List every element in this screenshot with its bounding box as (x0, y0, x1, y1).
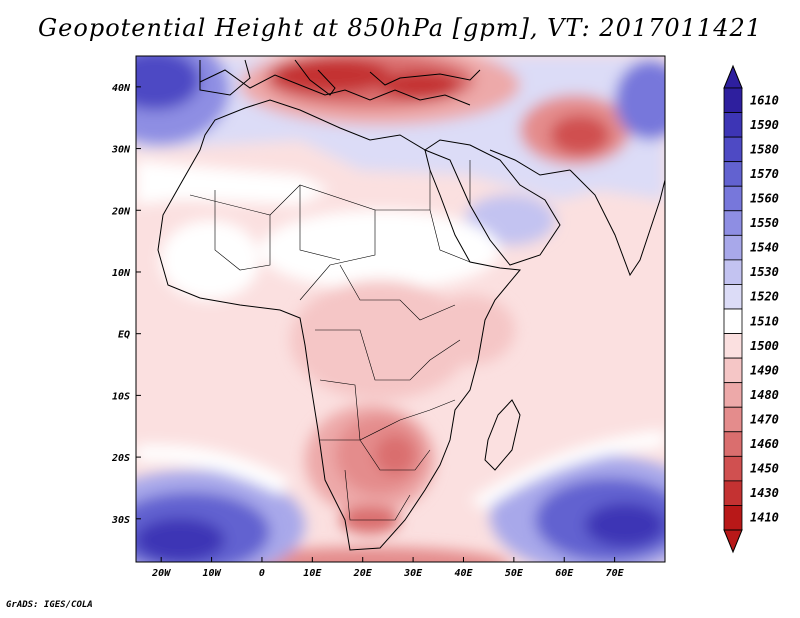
colorbar-swatch (723, 234, 743, 261)
colorbar-level-label: 1510 (750, 314, 779, 328)
lon-tick-label: 20W (151, 568, 171, 579)
lon-tick-label: 70E (606, 568, 625, 579)
lon-tick-label: 10W (203, 568, 222, 579)
plot-frame (135, 55, 666, 563)
colorbar-bottom-arrow (723, 529, 743, 554)
lon-tick-label: 0 (259, 568, 265, 579)
colorbar-level-label: 1480 (750, 388, 779, 402)
colorbar-level-label: 1460 (750, 437, 779, 451)
colorbar-swatch (723, 308, 743, 334)
colorbar-level-label: 1560 (750, 192, 779, 206)
colorbar-level-label: 1530 (750, 265, 779, 279)
colorbar-swatch (723, 505, 743, 531)
colorbar-swatch (723, 357, 743, 384)
colorbar-swatch (723, 480, 743, 506)
colorbar-swatch (723, 161, 743, 187)
lon-tick-label: 30E (403, 568, 423, 579)
colorbar-level-label: 1610 (750, 93, 779, 107)
lon-tick-label: 50E (505, 568, 524, 579)
colorbar-swatch (723, 112, 743, 138)
colorbar-level-label: 1590 (750, 118, 779, 132)
colorbar-swatch (723, 406, 743, 433)
lat-tick-label: 20N (111, 206, 131, 217)
map-title: Geopotential Height at 850hPa [gpm], VT:… (38, 14, 762, 42)
colorbar-swatch (723, 333, 743, 359)
colorbar-swatch (723, 259, 743, 285)
colorbar-level-label: 1570 (750, 167, 779, 181)
colorbar-level-label: 1580 (750, 142, 779, 156)
colorbar-level-label: 1450 (750, 462, 779, 476)
height-field (136, 56, 665, 562)
lat-tick-label: 30N (111, 145, 131, 156)
longitude-axis: 20W 10W 0 10E 20E 30E 40E 50E 60E 70E (151, 557, 625, 579)
colorbar-swatch (723, 87, 743, 113)
lon-tick-label: 10E (303, 568, 322, 579)
latitude-axis: 40N 30N 20N 10N EQ 10S 20S 30S (111, 83, 141, 526)
colorbar-level-label: 1470 (750, 413, 779, 427)
grads-credit: GrADS: IGES/COLA (6, 600, 93, 610)
colorbar-swatch (723, 136, 743, 163)
colorbar-level-label: 1540 (750, 241, 779, 255)
colorbar-level-label: 1520 (750, 290, 779, 304)
colorbar: 1610 1590 1580 1570 1560 1550 1540 1530 1520 1510… (723, 64, 779, 554)
colorbar-level-label: 1490 (750, 363, 779, 377)
colorbar-top-arrow (723, 64, 743, 89)
colorbar-level-label: 1430 (750, 486, 779, 500)
lat-tick-label: 40N (112, 83, 131, 94)
colorbar-swatch (723, 455, 743, 482)
colorbar-swatch (723, 284, 743, 310)
lon-tick-label: 60E (555, 568, 574, 579)
lat-tick-label: 10N (112, 268, 131, 279)
lat-tick-label: EQ (118, 330, 130, 341)
lon-tick-label: 40E (454, 568, 473, 579)
colorbar-level-label: 1500 (750, 339, 779, 353)
colorbar-level-label: 1410 (750, 511, 779, 525)
lon-tick-label: 20E (353, 568, 373, 579)
colorbar-swatch (723, 210, 743, 236)
lat-tick-label: 20S (111, 453, 130, 464)
lat-tick-label: 30S (111, 515, 130, 526)
colorbar-level-label: 1550 (750, 216, 779, 230)
country-borders (189, 159, 521, 521)
colorbar-swatch (723, 185, 743, 212)
colorbar-swatch (723, 431, 743, 457)
colorbar-swatch (723, 382, 743, 408)
lat-tick-label: 10S (112, 391, 130, 402)
